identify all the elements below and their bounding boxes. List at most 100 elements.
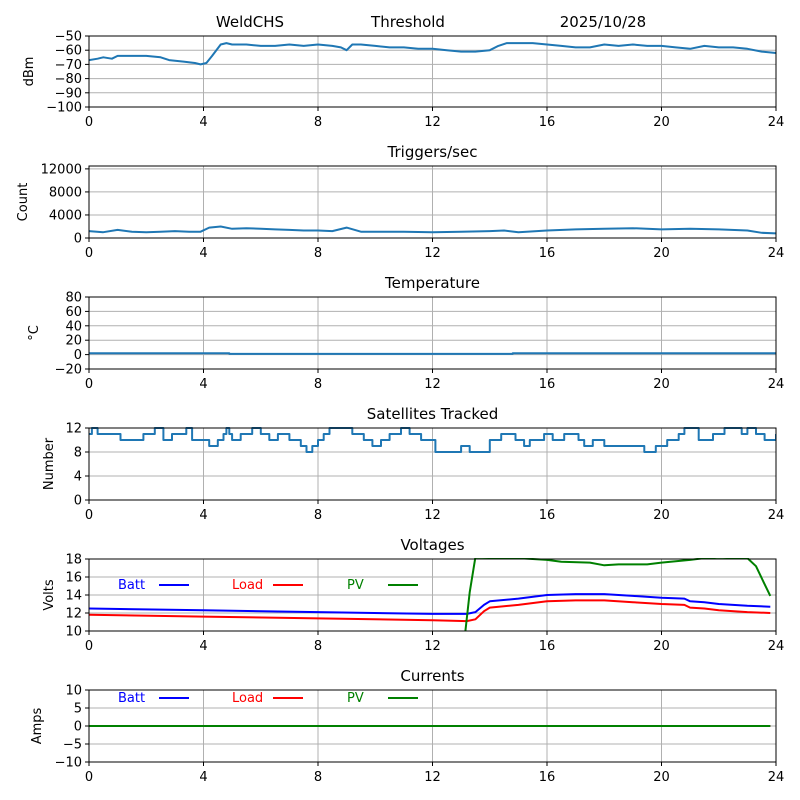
header-station: WeldCHS [216,13,284,31]
panel-title: Temperature [384,274,480,292]
panel-title: Triggers/sec [387,143,478,161]
y-tick-label: 12 [65,422,82,437]
series-line-count [89,225,776,235]
y-tick-label: −10 [55,756,82,771]
y-tick-label: 12 [65,607,82,622]
series-line-dbm [89,42,776,66]
panel-title: Satellites Tracked [367,405,498,423]
y-tick-label: 4000 [49,208,82,223]
x-tick-label: 20 [653,639,670,654]
y-tick-label: 80 [65,291,82,306]
y-axis-label: Volts [42,579,57,611]
y-tick-label: 0 [74,232,82,247]
y-axis-label: °C [27,325,42,341]
legend-label-load: Load [232,691,263,706]
x-tick-label: 4 [199,508,207,523]
x-tick-label: 4 [199,770,207,785]
x-tick-label: 24 [768,246,785,261]
x-tick-label: 24 [768,508,785,523]
y-tick-label: 40 [65,319,82,334]
y-tick-label: 14 [65,589,82,604]
y-tick-label: −20 [55,363,82,378]
x-tick-label: 12 [424,770,441,785]
x-tick-label: 12 [424,639,441,654]
x-tick-label: 20 [653,770,670,785]
x-tick-label: 16 [539,639,556,654]
y-tick-label: −70 [55,58,82,73]
legend-label-batt: Batt [118,691,145,706]
y-tick-label: 12000 [41,162,82,177]
x-tick-label: 0 [85,508,93,523]
x-tick-label: 4 [199,639,207,654]
legend-label-pv: PV [347,691,364,706]
x-tick-label: 20 [653,246,670,261]
y-tick-label: −90 [55,86,82,101]
x-tick-label: 0 [85,639,93,654]
y-tick-label: 60 [65,305,82,320]
y-tick-label: 10 [65,684,82,699]
x-tick-label: 12 [424,115,441,130]
x-tick-label: 16 [539,508,556,523]
y-axis-label: Count [16,183,31,222]
series-line-batt [89,593,771,615]
x-tick-label: 8 [314,246,322,261]
x-tick-label: 8 [314,377,322,392]
x-tick-label: 24 [768,639,785,654]
x-tick-label: 16 [539,115,556,130]
y-tick-label: −80 [55,72,82,87]
panel-title: Voltages [400,536,464,554]
y-tick-label: 8000 [49,185,82,200]
y-tick-label: −100 [46,101,82,116]
x-tick-label: 20 [653,115,670,130]
series-line-temperature [89,352,776,355]
legend-label-load: Load [232,578,263,593]
y-tick-label: −50 [55,30,82,45]
panel-satellites: 0 4 8 12 16 20 24 0 4 8 12 Satellites Tracked Number [42,405,784,523]
x-tick-label: 4 [199,246,207,261]
y-tick-label: 18 [65,553,82,568]
panel-voltages: 0 4 8 12 16 20 24 10 12 14 16 18 Voltages Volts Batt Lo… [42,536,784,654]
x-tick-label: 0 [85,115,93,130]
x-tick-label: 20 [653,508,670,523]
panel-triggers: 0 4 8 12 16 20 24 0 4000 8000 12000 Triggers/sec Cou… [16,143,784,261]
x-tick-label: 4 [199,115,207,130]
x-tick-label: 16 [539,770,556,785]
legend-label-pv: PV [347,578,364,593]
y-axis-label: Amps [30,707,45,744]
x-tick-label: 12 [424,508,441,523]
y-tick-label: 8 [74,446,82,461]
x-tick-label: 8 [314,508,322,523]
x-tick-label: 12 [424,377,441,392]
x-tick-label: 20 [653,377,670,392]
panel-title: Currents [400,667,464,685]
y-tick-label: −60 [55,44,82,59]
x-tick-label: 8 [314,770,322,785]
y-axis-label: Number [42,437,57,490]
x-tick-label: 0 [85,246,93,261]
y-axis-label: dBm [22,57,37,87]
y-tick-label: 10 [65,625,82,640]
x-tick-label: 24 [768,115,785,130]
x-tick-label: 4 [199,377,207,392]
x-tick-label: 24 [768,770,785,785]
x-tick-label: 12 [424,246,441,261]
x-tick-label: 0 [85,377,93,392]
x-tick-label: 16 [539,246,556,261]
panel-currents: 0 4 8 12 16 20 24 −10 −5 0 5 10 Currents Amps Batt Load… [30,667,784,785]
series-line-load [89,599,771,623]
header-mode: Threshold [370,13,445,31]
x-tick-label: 16 [539,377,556,392]
y-tick-label: 0 [74,494,82,509]
y-tick-label: 16 [65,571,82,586]
x-tick-label: 8 [314,639,322,654]
x-tick-label: 0 [85,770,93,785]
y-tick-label: 0 [74,720,82,735]
x-tick-label: 8 [314,115,322,130]
y-tick-label: 20 [65,334,82,349]
y-tick-label: 5 [74,702,82,717]
header-date: 2025/10/28 [560,13,646,31]
y-tick-label: 4 [74,470,82,485]
